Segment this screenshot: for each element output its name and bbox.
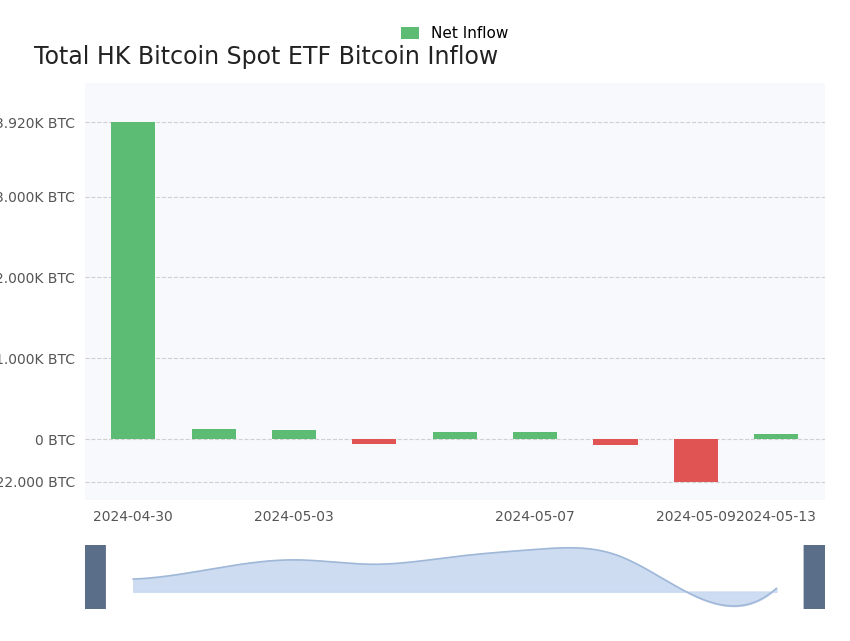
Bar [593, 439, 638, 445]
Bar [513, 432, 558, 439]
Legend: Net Inflow: Net Inflow [394, 20, 515, 47]
Bar [111, 122, 156, 439]
Bar [433, 431, 477, 439]
FancyBboxPatch shape [803, 542, 825, 612]
Bar [191, 429, 235, 439]
Bar [674, 439, 718, 481]
Bar [272, 430, 316, 439]
Bar [352, 439, 396, 444]
FancyBboxPatch shape [84, 542, 106, 612]
Bar [754, 434, 798, 439]
Text: Total HK Bitcoin Spot ETF Bitcoin Inflow: Total HK Bitcoin Spot ETF Bitcoin Inflow [34, 45, 498, 69]
